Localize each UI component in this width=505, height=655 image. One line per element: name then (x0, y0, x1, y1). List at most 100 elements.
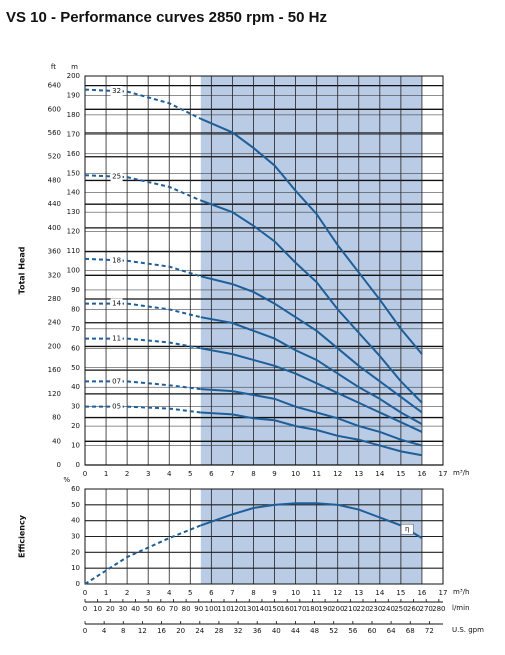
x-tick-label: 4 (167, 470, 172, 478)
series-label: 11 (112, 335, 121, 343)
y-tick-label: 0 (76, 461, 80, 469)
x-tick-label: 8 (251, 470, 255, 478)
y2-tick-label: 520 (48, 153, 61, 161)
y-tick-label: 40 (71, 383, 80, 391)
y-tick-label: 140 (67, 189, 80, 197)
y2-tick-label: 120 (48, 390, 61, 398)
x-tick-label: 28 (214, 627, 223, 635)
curve (200, 347, 423, 433)
x-tick-label: 130 (243, 605, 256, 613)
x-tick-label: 4 (167, 589, 172, 597)
series-label: 14 (112, 300, 121, 308)
y-tick-label: 70 (71, 325, 80, 333)
y2-tick-label: 280 (48, 295, 61, 303)
x-tick-label: 60 (156, 605, 165, 613)
y-tick-label: 190 (67, 91, 80, 99)
x-tick-label: 8 (251, 589, 255, 597)
label-bg (110, 86, 123, 97)
x-tick-label: 10 (291, 470, 300, 478)
y2-tick-label: 40 (52, 437, 61, 445)
x-tick-label: 210 (344, 605, 357, 613)
x-tick-label: 150 (268, 605, 281, 613)
x-tick-label: 13 (354, 470, 363, 478)
x-tick-label: 190 (318, 605, 331, 613)
x-tick-label: 48 (310, 627, 319, 635)
y2-unit: ft (51, 63, 56, 71)
y2-tick-label: 80 (52, 414, 61, 422)
label-bg (110, 255, 123, 266)
x-tick-label: 15 (396, 589, 405, 597)
x-tick-label: 68 (406, 627, 415, 635)
y-tick-label: 30 (71, 403, 80, 411)
y-tick-label: 100 (67, 267, 80, 275)
x-tick-label: 24 (195, 627, 204, 635)
curve (84, 88, 202, 120)
series-label: 32 (112, 87, 121, 95)
x-tick-label: 17 (439, 470, 448, 478)
x-tick-label: 3 (146, 470, 150, 478)
x-tick-label: 16 (417, 589, 426, 597)
curve (200, 117, 423, 355)
x-tick-label: 0 (83, 605, 87, 613)
y2-tick-label: 560 (48, 129, 61, 137)
series-label: 05 (112, 403, 121, 411)
y-tick-label: 80 (71, 305, 80, 313)
y2-tick-label: 600 (48, 105, 61, 113)
y2-tick-label: 200 (48, 342, 61, 350)
y-unit: m (71, 63, 78, 71)
x-tick-label: 220 (356, 605, 369, 613)
x-tick-label: 5 (188, 589, 192, 597)
y-tick-label: 60 (71, 344, 80, 352)
x-tick-label: 110 (217, 605, 230, 613)
x-tick-label: 9 (272, 589, 276, 597)
x-tick-label: 60 (368, 627, 377, 635)
x-tick-label: 8 (121, 627, 125, 635)
x-tick-label: 0 (83, 470, 87, 478)
y2-tick-label: 160 (48, 366, 61, 374)
x-tick-label: 3 (146, 589, 150, 597)
plot-frame (84, 75, 444, 466)
x-tick-label: 17 (439, 589, 448, 597)
x-tick-label: 12 (138, 627, 147, 635)
y-tick-label: 20 (71, 422, 80, 430)
y2-tick-label: 480 (48, 176, 61, 184)
x-tick-label: 0 (83, 589, 87, 597)
x-tick-label: 1 (104, 470, 108, 478)
x-tick-label: 44 (291, 627, 300, 635)
y-tick-label: 0 (76, 580, 80, 588)
label-bg (110, 171, 123, 182)
y-tick-label: 10 (71, 564, 80, 572)
x-tick-label: 40 (272, 627, 281, 635)
series-label: 07 (112, 377, 121, 385)
series-label: 18 (112, 256, 121, 264)
y2-tick-label: 0 (57, 461, 61, 469)
y-tick-label: 120 (67, 228, 80, 236)
x-tick-label: 40 (131, 605, 140, 613)
label-bg (110, 333, 123, 344)
y2-tick-label: 240 (48, 319, 61, 327)
x-unit: U.S. gpm (452, 626, 484, 634)
label-bg (110, 401, 123, 412)
x-tick-label: 80 (182, 605, 191, 613)
y-tick-label: 180 (67, 111, 80, 119)
x-tick-label: 32 (234, 627, 243, 635)
y-tick-label: 20 (71, 548, 80, 556)
x-tick-label: 140 (255, 605, 268, 613)
label-bg (110, 376, 123, 387)
x-tick-label: 36 (253, 627, 262, 635)
x-tick-label: 250 (394, 605, 407, 613)
x-tick-label: 230 (369, 605, 382, 613)
y-tick-label: 130 (67, 208, 80, 216)
x-tick-label: 100 (205, 605, 218, 613)
x-tick-label: 2 (125, 470, 129, 478)
x-tick-label: 6 (209, 589, 214, 597)
x-tick-label: 2 (125, 589, 129, 597)
x-tick-label: 10 (93, 605, 102, 613)
x-tick-label: 16 (417, 470, 426, 478)
x-tick-label: 9 (272, 470, 276, 478)
curve (200, 275, 423, 414)
curve (200, 199, 423, 404)
x-tick-label: 4 (102, 627, 107, 635)
y-axis-label: Total Head (18, 246, 27, 294)
x-tick-label: 30 (118, 605, 127, 613)
